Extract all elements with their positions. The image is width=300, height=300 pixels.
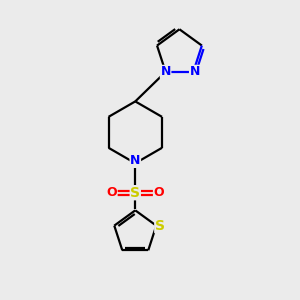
Text: N: N [190,65,200,78]
Text: O: O [154,186,164,199]
Text: N: N [130,154,140,167]
Text: N: N [160,65,171,78]
Text: S: S [130,186,140,200]
Text: O: O [106,186,117,199]
Text: S: S [155,219,165,232]
